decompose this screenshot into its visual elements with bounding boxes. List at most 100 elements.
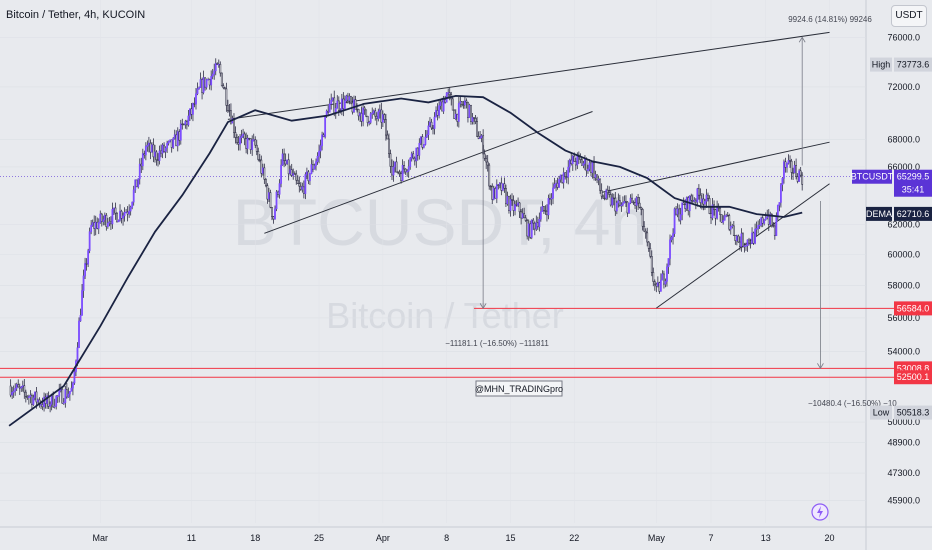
candle-body: [345, 95, 348, 102]
candle-body: [568, 159, 571, 168]
candle-body: [486, 161, 489, 166]
measure-down-label: −11181.1 (−16.50%) −111811: [445, 339, 549, 348]
level-label-box: [894, 301, 932, 316]
candle-body: [155, 151, 158, 161]
candle-body: [157, 159, 159, 161]
candle-body: [691, 200, 694, 202]
candle-body: [565, 176, 568, 178]
candle-body: [473, 117, 475, 119]
candle-body: [508, 196, 510, 211]
candle-body: [167, 141, 170, 144]
candle-body: [81, 290, 83, 316]
candle-body: [679, 214, 682, 221]
candle-body: [284, 160, 287, 165]
candle-body: [207, 79, 210, 81]
candle-body: [723, 215, 726, 221]
dema-name-box: [866, 206, 892, 221]
candle-body: [477, 135, 480, 139]
candle-body: [640, 207, 643, 210]
candle-body: [503, 183, 506, 189]
candle-body: [515, 204, 518, 206]
candle-body: [696, 188, 699, 203]
candle-body: [781, 178, 784, 185]
low-name-box: [870, 405, 892, 420]
candle-body: [363, 107, 366, 111]
candle-body: [242, 133, 244, 137]
candle-body: [761, 217, 764, 224]
candle-body: [381, 114, 384, 123]
candle-body: [129, 206, 132, 212]
candle-body: [123, 211, 126, 217]
trendline: [601, 141, 830, 193]
author-tag: [475, 380, 563, 397]
candle-body: [699, 194, 702, 203]
candle-body: [705, 194, 708, 202]
candle-body: [72, 382, 74, 389]
candle-body: [501, 183, 504, 191]
candle-body: [37, 399, 39, 403]
time-tick-label: Apr: [376, 533, 390, 543]
candle-body: [292, 173, 295, 176]
candle-body: [687, 197, 690, 212]
candle-body: [644, 230, 647, 234]
candle-body: [343, 100, 346, 110]
candle-body: [20, 386, 23, 389]
candle-body: [594, 174, 597, 178]
candle-body: [442, 99, 445, 112]
candle-body: [543, 206, 545, 211]
candle-body: [304, 174, 307, 194]
candle-body: [580, 159, 583, 166]
last-value: 65299.5: [897, 172, 930, 182]
candle-body: [770, 213, 773, 226]
candle-body: [603, 197, 606, 200]
candle-body: [378, 109, 381, 112]
candle-body: [726, 214, 729, 217]
candle-body: [527, 223, 530, 237]
candle-body: [711, 204, 714, 219]
candle-body: [87, 250, 90, 265]
candle-body: [337, 100, 340, 111]
candle-body: [135, 179, 138, 188]
candle-body: [43, 396, 45, 408]
candle-body: [79, 315, 82, 322]
candle-body: [500, 182, 503, 191]
candle-body: [623, 201, 626, 204]
candle-body: [187, 115, 190, 126]
candle-body: [324, 115, 327, 138]
currency-button[interactable]: USDT: [891, 5, 927, 27]
candle-body: [24, 391, 27, 397]
candle-body: [125, 211, 128, 214]
candle-body: [641, 209, 644, 227]
candle-body: [530, 219, 533, 238]
candle-body: [403, 165, 406, 170]
high-name: High: [872, 60, 891, 70]
candle-body: [319, 145, 322, 152]
price-tick-label: 60000.0: [887, 250, 920, 260]
support-levels: [0, 176, 894, 378]
candle-body: [573, 155, 576, 162]
candle-body: [432, 127, 434, 130]
candle-body: [184, 121, 187, 125]
candle-body: [12, 390, 15, 393]
candle-body: [729, 226, 732, 230]
candle-body: [248, 137, 251, 140]
candle-body: [111, 209, 114, 225]
candle-body: [451, 98, 454, 111]
candle-body: [108, 221, 111, 224]
candle-body: [147, 142, 150, 146]
candle-body: [208, 79, 211, 86]
candle-body: [555, 182, 557, 185]
candle-body: [538, 218, 541, 228]
candle-body: [448, 92, 451, 96]
candle-body: [196, 88, 199, 95]
flash-icon[interactable]: [811, 503, 829, 521]
candle-body: [243, 133, 246, 140]
candle-body: [763, 219, 766, 224]
candle-body: [219, 63, 222, 74]
candle-body: [301, 186, 304, 190]
candle-body: [795, 165, 798, 177]
candle-body: [410, 153, 413, 159]
candle-body: [182, 123, 185, 126]
candle-body: [251, 139, 254, 150]
